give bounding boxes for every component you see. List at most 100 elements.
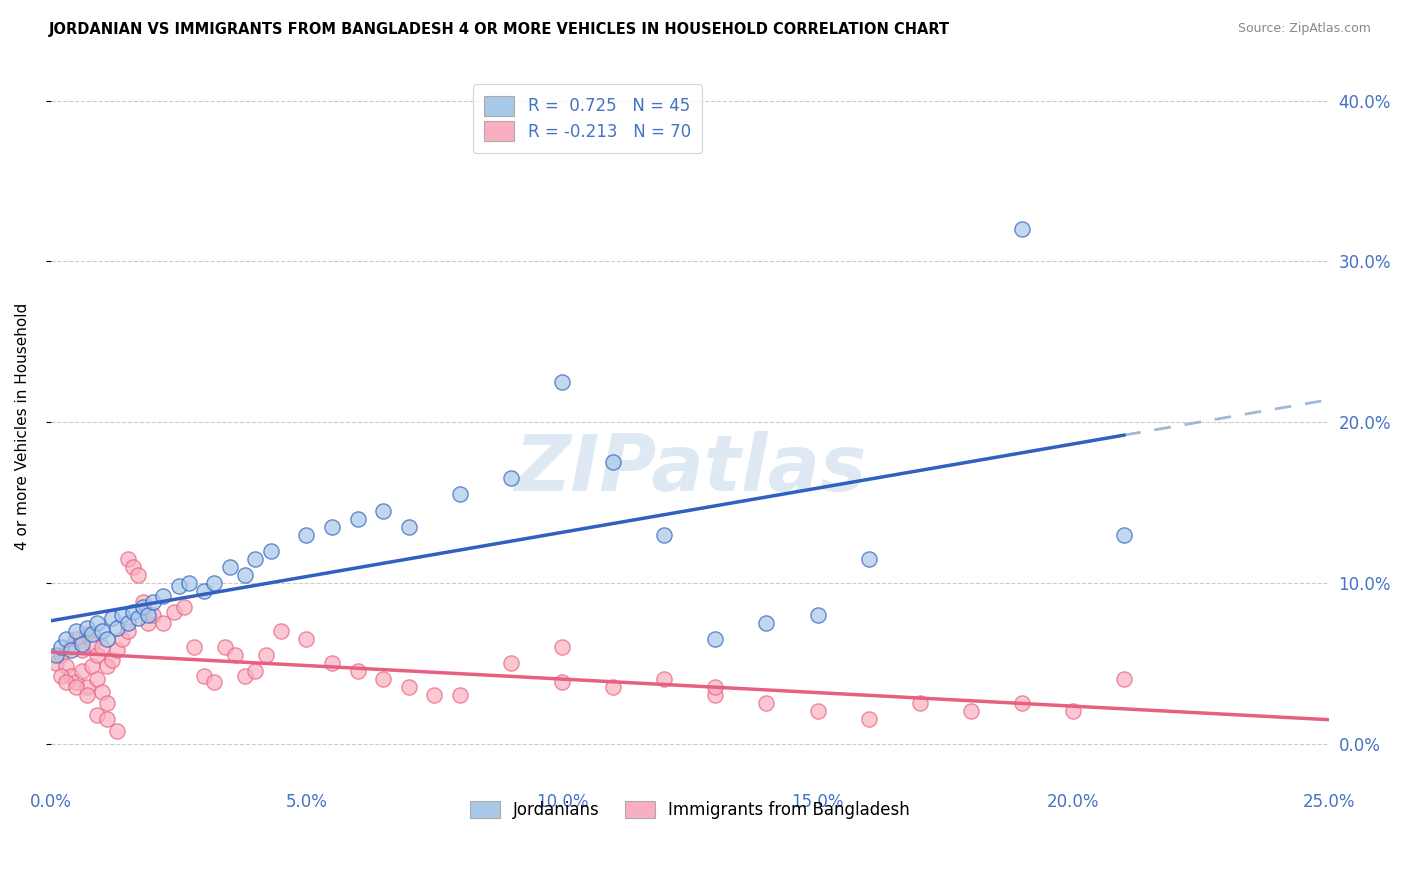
Point: [162, 605, 184, 619]
Point: [371, 503, 394, 517]
Point: [80, 637, 103, 651]
Point: [111, 607, 134, 622]
Point: [233, 669, 256, 683]
Point: [55, 659, 77, 673]
Point: [152, 615, 174, 630]
Point: [755, 697, 778, 711]
Point: [1114, 673, 1136, 687]
Point: [127, 567, 149, 582]
Point: [142, 607, 165, 622]
Point: [321, 519, 343, 533]
Point: [755, 615, 778, 630]
Point: [121, 559, 143, 574]
Point: [117, 624, 139, 638]
Point: [45, 648, 67, 662]
Point: [70, 664, 93, 678]
Point: [105, 723, 128, 738]
Point: [652, 673, 675, 687]
Point: [321, 656, 343, 670]
Point: [49, 648, 72, 662]
Point: [105, 621, 128, 635]
Point: [1011, 697, 1033, 711]
Point: [86, 707, 108, 722]
Point: [117, 551, 139, 566]
Point: [86, 673, 108, 687]
Point: [1062, 705, 1084, 719]
Point: [499, 656, 522, 670]
Point: [858, 551, 880, 566]
Point: [602, 455, 624, 469]
Point: [65, 681, 87, 695]
Point: [1011, 222, 1033, 236]
Point: [449, 689, 471, 703]
Point: [173, 599, 195, 614]
Point: [398, 519, 420, 533]
Point: [86, 648, 108, 662]
Point: [96, 659, 118, 673]
Point: [245, 551, 267, 566]
Point: [193, 669, 215, 683]
Text: ZIPatlas: ZIPatlas: [513, 431, 866, 507]
Point: [86, 615, 108, 630]
Point: [152, 589, 174, 603]
Point: [60, 640, 83, 654]
Point: [45, 656, 67, 670]
Point: [91, 624, 114, 638]
Y-axis label: 4 or more Vehicles in Household: 4 or more Vehicles in Household: [15, 302, 30, 549]
Point: [295, 632, 318, 646]
Point: [218, 559, 240, 574]
Point: [60, 669, 83, 683]
Point: [91, 640, 114, 654]
Legend: Jordanians, Immigrants from Bangladesh: Jordanians, Immigrants from Bangladesh: [463, 794, 917, 825]
Point: [214, 640, 236, 654]
Point: [371, 673, 394, 687]
Point: [551, 640, 574, 654]
Point: [49, 669, 72, 683]
Point: [652, 527, 675, 541]
Point: [346, 511, 368, 525]
Point: [132, 599, 155, 614]
Point: [127, 611, 149, 625]
Point: [270, 624, 292, 638]
Point: [96, 697, 118, 711]
Point: [398, 681, 420, 695]
Point: [136, 607, 159, 622]
Point: [167, 579, 190, 593]
Point: [704, 689, 727, 703]
Point: [602, 681, 624, 695]
Point: [259, 543, 281, 558]
Point: [55, 632, 77, 646]
Point: [70, 643, 93, 657]
Point: [346, 664, 368, 678]
Point: [295, 527, 318, 541]
Point: [105, 643, 128, 657]
Point: [177, 575, 200, 590]
Point: [807, 705, 830, 719]
Point: [142, 595, 165, 609]
Point: [1114, 527, 1136, 541]
Point: [254, 648, 277, 662]
Point: [76, 627, 98, 641]
Point: [76, 681, 98, 695]
Point: [245, 664, 267, 678]
Point: [449, 487, 471, 501]
Point: [136, 615, 159, 630]
Point: [224, 648, 246, 662]
Point: [121, 605, 143, 619]
Point: [96, 713, 118, 727]
Point: [76, 621, 98, 635]
Point: [65, 624, 87, 638]
Point: [704, 632, 727, 646]
Point: [60, 643, 83, 657]
Point: [807, 607, 830, 622]
Point: [858, 713, 880, 727]
Point: [65, 632, 87, 646]
Point: [91, 685, 114, 699]
Point: [101, 653, 124, 667]
Point: [96, 632, 118, 646]
Point: [80, 627, 103, 641]
Point: [551, 675, 574, 690]
Point: [423, 689, 446, 703]
Text: JORDANIAN VS IMMIGRANTS FROM BANGLADESH 4 OR MORE VEHICLES IN HOUSEHOLD CORRELAT: JORDANIAN VS IMMIGRANTS FROM BANGLADESH …: [49, 22, 950, 37]
Point: [65, 675, 87, 690]
